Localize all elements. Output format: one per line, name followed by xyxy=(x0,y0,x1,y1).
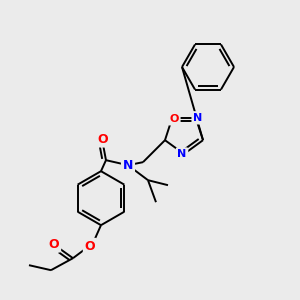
Text: N: N xyxy=(193,113,203,123)
Text: O: O xyxy=(169,114,179,124)
Text: O: O xyxy=(98,133,108,146)
Text: O: O xyxy=(49,238,59,251)
Text: O: O xyxy=(85,240,95,253)
Text: N: N xyxy=(123,159,133,172)
Text: N: N xyxy=(177,149,187,159)
